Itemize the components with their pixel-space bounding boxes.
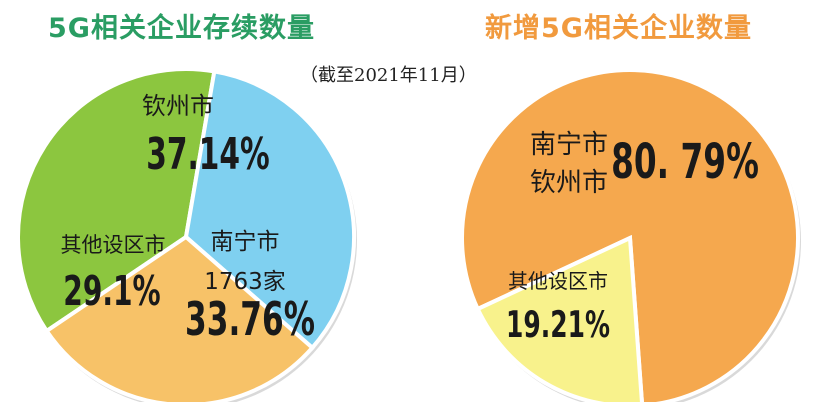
pie-0-slice-0-label-0: 钦州市: [142, 92, 214, 120]
left-chart-title: 5G相关企业存续数量: [48, 13, 315, 44]
pie-0-slice-2-value: 29.1%: [63, 268, 160, 316]
date-note: （截至2021年11月）: [300, 65, 477, 86]
pie-1-slice-0-value: 80. 79%: [611, 134, 759, 190]
pie-0-slice-1-label-0: 南宁市: [211, 229, 280, 255]
pie-0-slice-1-value: 33.76%: [185, 294, 315, 347]
pie-1-slice-0-label-1: 钦州市: [530, 168, 608, 198]
pie-1-slice-0-label-0: 南宁市: [530, 130, 608, 160]
pie-1-rim: [461, 69, 799, 402]
right-chart-title: 新增5G相关企业数量: [485, 13, 752, 44]
pie-0-slice-2-label-0: 其他设区市: [61, 233, 166, 257]
pie-0-slice-0-value: 37.14%: [146, 128, 269, 179]
pie-0-slice-1-label-1: 1763家: [204, 269, 286, 295]
pie-1-slice-1-label-0: 其他设区市: [508, 269, 608, 293]
pie-1-slice-1-value: 19.21%: [506, 304, 610, 346]
pie-0-rim: [17, 68, 355, 402]
